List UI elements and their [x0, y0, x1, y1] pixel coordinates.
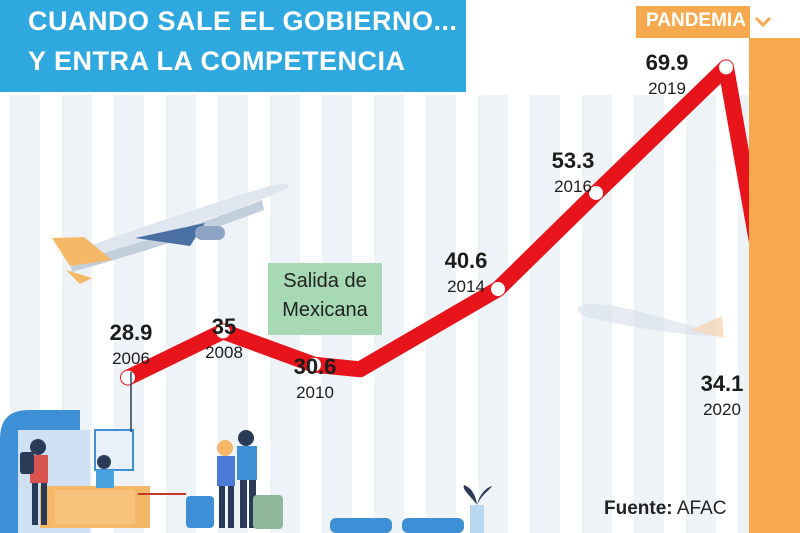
event-annotation-line1: Salida de — [283, 270, 367, 292]
data-label-value: 69.9 — [646, 50, 689, 75]
plant-icon — [463, 485, 492, 533]
source-name: AFAC — [676, 498, 727, 519]
source-prefix: Fuente: — [604, 498, 673, 519]
chevron-down-icon — [750, 6, 776, 38]
data-point — [719, 60, 733, 75]
chart-title-line2: Y ENTRA LA COMPETENCIA — [28, 46, 406, 76]
pandemic-tag: PANDEMIA — [636, 6, 776, 38]
background-stripe — [478, 95, 508, 533]
data-point — [307, 357, 321, 372]
data-label-year: 2006 — [112, 349, 150, 368]
data-label-value: 53.3 — [552, 148, 595, 173]
airplane-icon — [52, 183, 290, 284]
data-point — [589, 185, 603, 200]
data-label-year: 2019 — [648, 79, 686, 98]
data-label-value: 40.6 — [445, 248, 488, 273]
data-label-year: 2010 — [296, 383, 334, 402]
data-point — [491, 282, 505, 297]
chart-title-line1: CUANDO SALE EL GOBIERNO... — [28, 6, 458, 36]
data-label-year: 2020 — [703, 400, 741, 419]
event-annotation-line2: Mexicana — [282, 299, 368, 321]
title-banner: CUANDO SALE EL GOBIERNO... Y ENTRA LA CO… — [0, 0, 466, 92]
series-line — [120, 59, 782, 386]
traveler-icon — [217, 430, 257, 528]
event-annotation: Salida de Mexicana — [268, 263, 382, 335]
pandemic-label: PANDEMIA — [646, 10, 746, 31]
data-point — [216, 324, 230, 339]
airplane-faded-icon — [577, 304, 724, 338]
data-label-year: 2008 — [205, 343, 243, 362]
seats-icon — [330, 518, 464, 533]
data-label-year: 2014 — [447, 277, 485, 296]
source-note: Fuente: AFAC — [604, 498, 726, 520]
data-label-year: 2016 — [554, 177, 592, 196]
traveler-icon — [20, 439, 48, 525]
data-point — [121, 370, 135, 385]
data-label-value: 30.6 — [294, 354, 337, 379]
pandemic-period-band — [749, 38, 800, 533]
data-label-value: 34.1 — [701, 371, 744, 396]
suitcase-icon — [138, 493, 283, 529]
traveler-icon — [96, 455, 114, 488]
data-label-value: 35 — [212, 314, 236, 339]
background-stripe — [686, 95, 716, 533]
background-stripe — [166, 95, 196, 533]
background-stripe — [530, 95, 560, 533]
data-series: 28.9 2006 35 2008 30.6 2010 40.6 2014 53.3 2016 69… — [110, 50, 782, 432]
data-label-value: 28.9 — [110, 320, 153, 345]
